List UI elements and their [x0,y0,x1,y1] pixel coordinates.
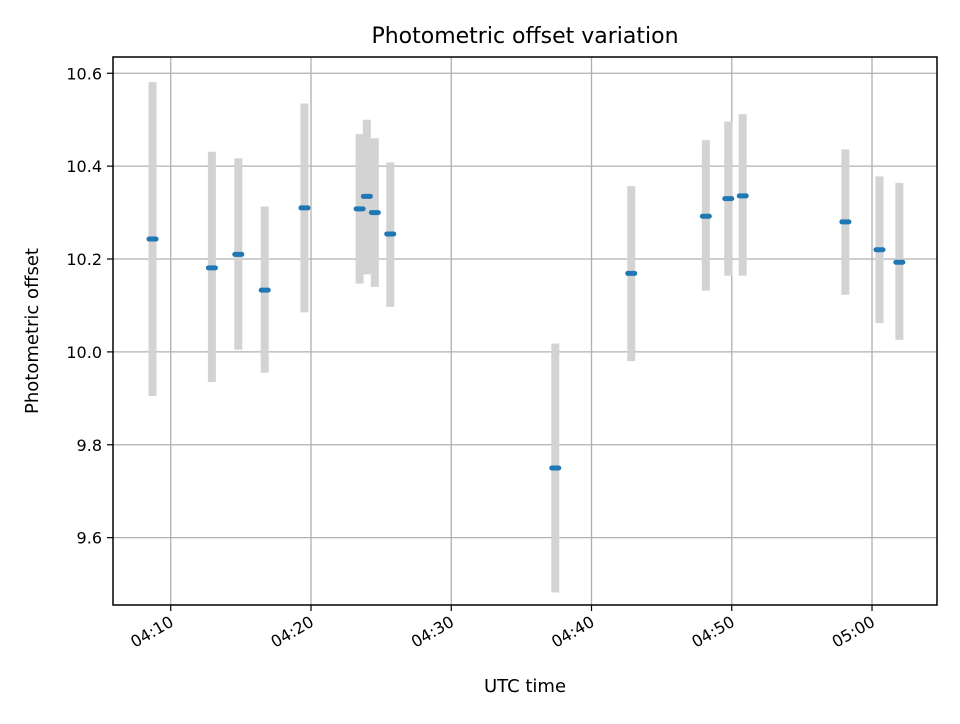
chart-title: Photometric offset variation [371,24,678,49]
x-axis-label: UTC time [484,676,566,697]
y-tick-label: 10.2 [66,250,102,269]
y-tick-label: 10.6 [66,64,102,83]
y-axis-label: Photometric offset [22,248,43,414]
data-points [146,193,906,471]
y-tick-label: 10.0 [66,343,102,362]
y-tick-label: 9.6 [77,529,102,548]
y-tick-label: 10.4 [66,157,102,176]
plot-frame [112,56,938,606]
y-tick-label: 9.8 [77,436,102,455]
grid [113,57,937,605]
